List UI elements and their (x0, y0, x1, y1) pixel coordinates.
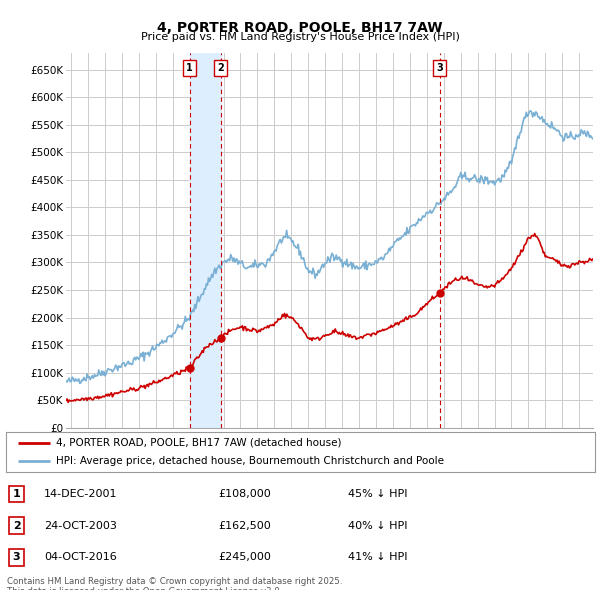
Text: 1: 1 (186, 63, 193, 73)
Text: 14-DEC-2001: 14-DEC-2001 (44, 489, 118, 499)
Text: 4, PORTER ROAD, POOLE, BH17 7AW: 4, PORTER ROAD, POOLE, BH17 7AW (157, 21, 443, 35)
Text: 40% ↓ HPI: 40% ↓ HPI (348, 521, 407, 530)
Text: 1: 1 (13, 489, 20, 499)
Text: 04-OCT-2016: 04-OCT-2016 (44, 552, 117, 562)
Text: 3: 3 (436, 63, 443, 73)
Text: £108,000: £108,000 (218, 489, 271, 499)
Text: Contains HM Land Registry data © Crown copyright and database right 2025.
This d: Contains HM Land Registry data © Crown c… (7, 577, 343, 590)
Text: HPI: Average price, detached house, Bournemouth Christchurch and Poole: HPI: Average price, detached house, Bour… (56, 456, 444, 466)
Text: 41% ↓ HPI: 41% ↓ HPI (348, 552, 407, 562)
Text: 2: 2 (217, 63, 224, 73)
Bar (190, 53, 221, 428)
Text: Price paid vs. HM Land Registry's House Price Index (HPI): Price paid vs. HM Land Registry's House … (140, 32, 460, 42)
Text: £245,000: £245,000 (218, 552, 271, 562)
Text: 24-OCT-2003: 24-OCT-2003 (44, 521, 117, 530)
Text: £162,500: £162,500 (218, 521, 271, 530)
Text: 2: 2 (13, 521, 20, 530)
Text: 45% ↓ HPI: 45% ↓ HPI (348, 489, 407, 499)
Text: 4, PORTER ROAD, POOLE, BH17 7AW (detached house): 4, PORTER ROAD, POOLE, BH17 7AW (detache… (56, 438, 341, 448)
Text: 3: 3 (13, 552, 20, 562)
